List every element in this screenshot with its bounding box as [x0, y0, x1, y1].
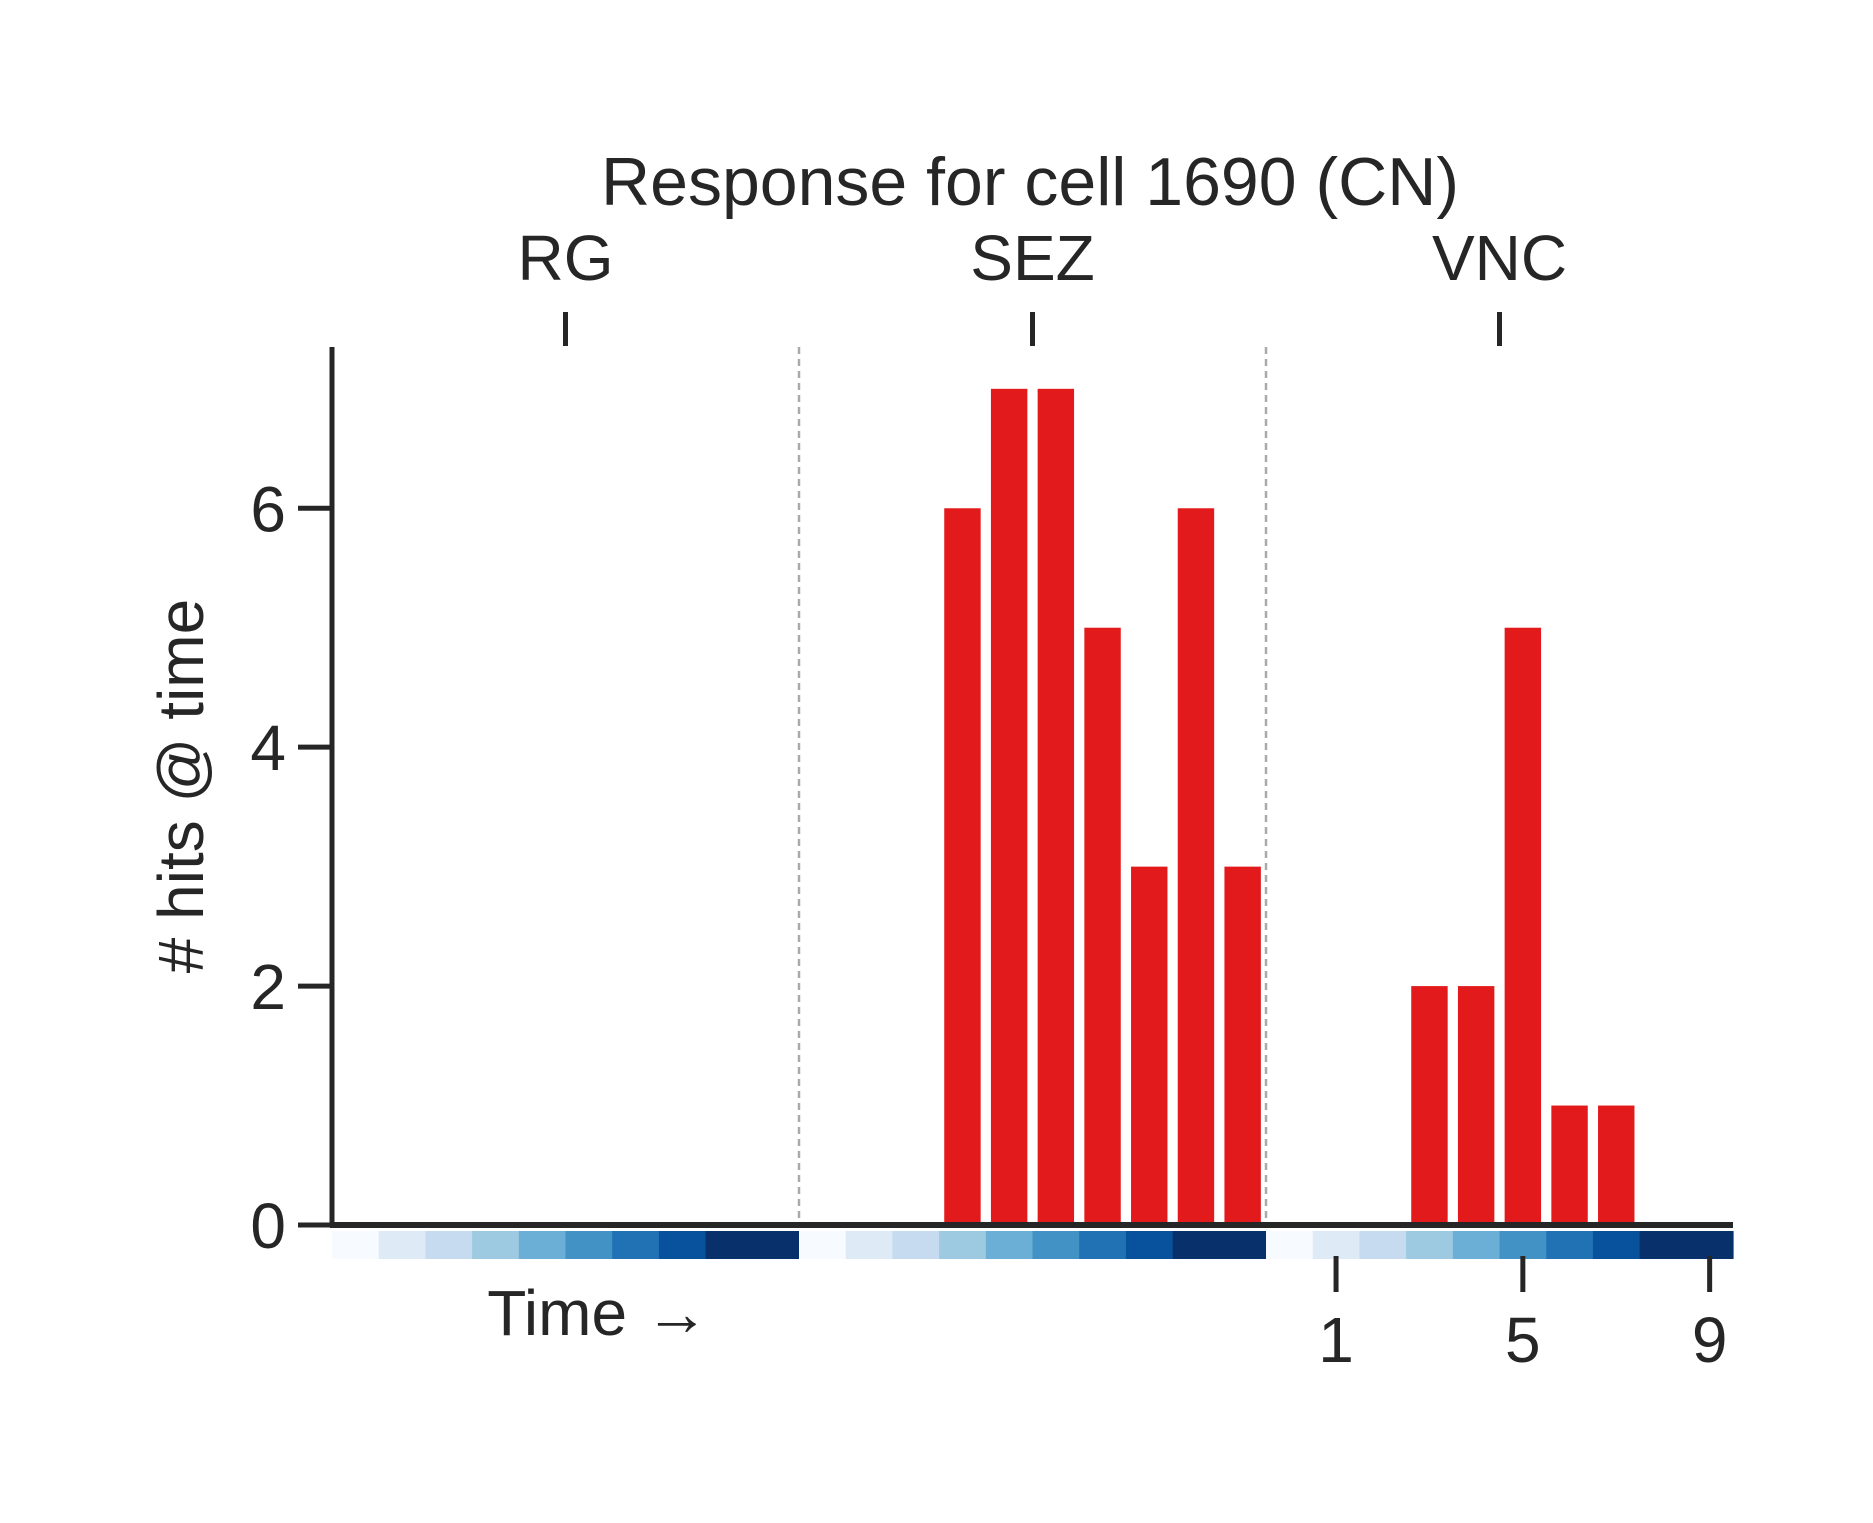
- colorbar-cell: [1032, 1231, 1080, 1259]
- colorbar-cell: [332, 1231, 380, 1259]
- colorbar-cell: [425, 1231, 473, 1259]
- colorbar-cell: [985, 1231, 1034, 1259]
- colorbar-cell: [472, 1231, 520, 1259]
- colorbar-cell: [1452, 1231, 1501, 1259]
- bar-sez-4: [944, 508, 981, 1225]
- colorbar-cell: [612, 1231, 660, 1259]
- colorbar-cell: [892, 1231, 940, 1259]
- colorbar-cell: [518, 1231, 567, 1259]
- colorbar-cell: [799, 1231, 847, 1259]
- colorbar-cell: [1592, 1231, 1641, 1259]
- colorbar-cell: [752, 1231, 800, 1259]
- region-labels: RG SEZ VNC: [518, 222, 1567, 346]
- colorbar-cell: [658, 1231, 707, 1259]
- time-ticks: 1 5 9: [1318, 1256, 1727, 1376]
- bar-vnc-7: [1551, 1105, 1588, 1225]
- colorbar-cell: [1312, 1231, 1360, 1259]
- time-tick-label: 9: [1692, 1304, 1728, 1376]
- colorbar-cell: [939, 1231, 987, 1259]
- bar-sez-7: [1084, 627, 1121, 1225]
- time-tick-label: 1: [1318, 1304, 1354, 1376]
- colorbar-cell: [1219, 1231, 1267, 1259]
- colorbar-cell: [1639, 1231, 1687, 1259]
- bar-sez-10: [1224, 866, 1261, 1225]
- y-tick-label: 0: [250, 1190, 286, 1262]
- bar-sez-9: [1177, 508, 1215, 1225]
- colorbar-cell: [705, 1231, 753, 1259]
- region-dividers: [797, 347, 1268, 1225]
- colorbar-cell: [378, 1231, 426, 1259]
- region-label-sez: SEZ: [970, 222, 1094, 294]
- colorbar-cell: [1406, 1231, 1454, 1259]
- bar-sez-6: [1037, 388, 1075, 1225]
- colorbar-cell: [1546, 1231, 1594, 1259]
- time-tick-label: 5: [1505, 1304, 1541, 1376]
- y-axis: 0 2 4 6: [250, 347, 335, 1262]
- y-tick-label: 2: [250, 951, 286, 1023]
- region-label-vnc: VNC: [1432, 222, 1567, 294]
- colorbar-cell: [565, 1231, 613, 1259]
- chart-title: Response for cell 1690 (CN): [601, 144, 1459, 220]
- bar-vnc-5: [1457, 986, 1495, 1225]
- time-colorbar: [332, 1231, 1734, 1259]
- bar-vnc-8: [1598, 1105, 1635, 1225]
- x-axis-label: Time →: [487, 1277, 709, 1349]
- y-tick-label: 4: [250, 712, 286, 784]
- region-label-rg: RG: [518, 222, 614, 294]
- bars: [944, 388, 1635, 1225]
- colorbar-cell: [1079, 1231, 1127, 1259]
- bar-vnc-6: [1504, 627, 1542, 1225]
- y-tick-label: 6: [250, 473, 286, 545]
- bar-sez-8: [1131, 866, 1168, 1225]
- colorbar-cell: [845, 1231, 893, 1259]
- colorbar-cell: [1266, 1231, 1314, 1259]
- colorbar-cell: [1686, 1231, 1734, 1259]
- bar-sez-5: [990, 388, 1028, 1225]
- colorbar-cell: [1359, 1231, 1407, 1259]
- colorbar-cell: [1499, 1231, 1547, 1259]
- y-axis-label: # hits @ time: [145, 599, 217, 973]
- bar-vnc-4: [1411, 986, 1448, 1225]
- colorbar-cell: [1172, 1231, 1220, 1259]
- colorbar-cell: [1125, 1231, 1174, 1259]
